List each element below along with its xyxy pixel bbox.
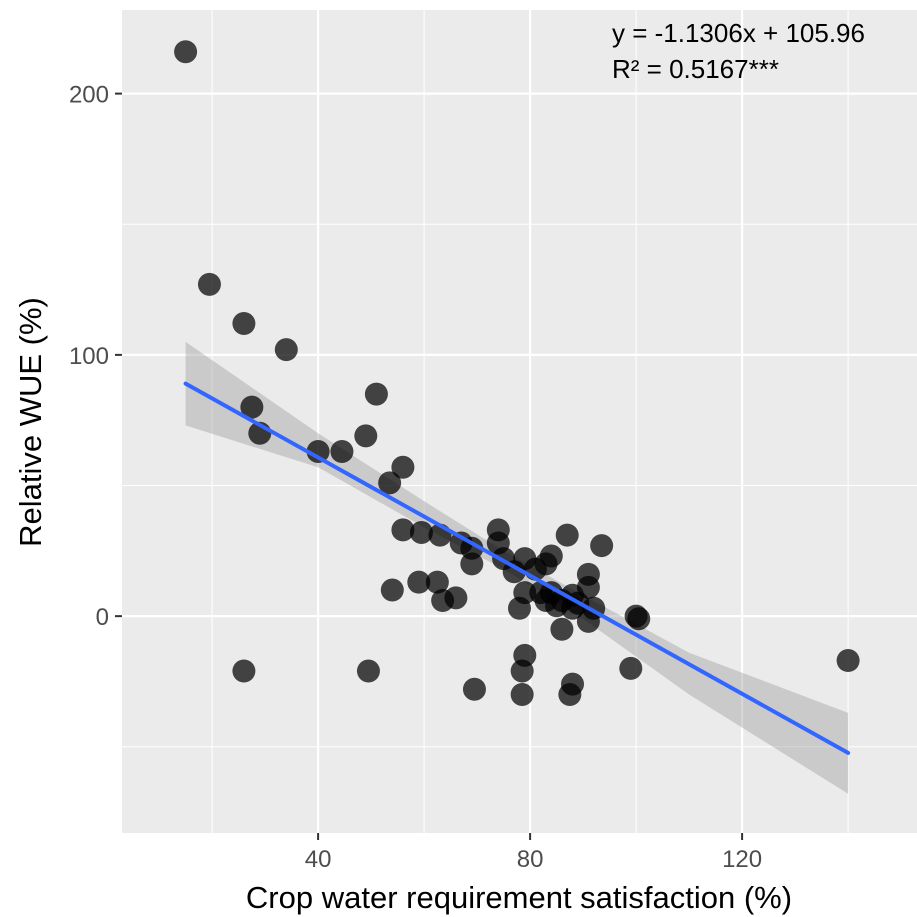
data-point [378,471,402,495]
minor-gridlines [122,10,917,833]
data-point [380,578,404,602]
data-point [364,382,388,406]
data-point [539,544,563,568]
data-point [409,521,433,545]
data-point [558,683,582,707]
data-point [510,683,534,707]
data-point [274,338,298,362]
tick-labels: 40 80 120 0 100 200 [69,82,762,873]
data-point [510,659,534,683]
data-point [391,518,415,542]
data-point [232,659,256,683]
data-point [356,659,380,683]
data-point [306,440,330,464]
x-tick-label: 40 [305,846,332,873]
data-point [555,523,579,547]
data-point [407,570,431,594]
x-axis-title: Crop water requirement satisfaction (%) [246,880,792,915]
r-squared-annotation: R² = 0.5167*** [612,54,779,84]
data-points [174,40,860,707]
data-point [627,607,651,631]
data-point [513,581,537,605]
data-point [460,552,484,576]
data-point [550,617,574,641]
data-point [391,455,415,479]
data-point [590,534,614,558]
data-point [444,586,468,610]
y-tick-label: 100 [69,343,109,370]
equation-annotation: y = -1.1306x + 105.96 [612,18,865,48]
y-axis-title: Relative WUE (%) [13,297,48,547]
regression-line [183,381,851,755]
y-tick-label: 200 [69,82,109,109]
x-tick-label: 120 [722,846,762,873]
data-point [462,677,486,701]
data-point [425,570,449,594]
data-point [232,312,256,336]
data-point [576,609,600,633]
data-point [619,656,643,680]
x-tick-label: 80 [517,846,544,873]
data-point [197,272,221,296]
data-point [354,424,378,448]
axis-ticks [115,92,744,840]
data-point [836,649,860,673]
data-point [174,40,198,64]
y-tick-label: 0 [96,604,109,631]
data-point [240,395,264,419]
data-point [330,440,354,464]
